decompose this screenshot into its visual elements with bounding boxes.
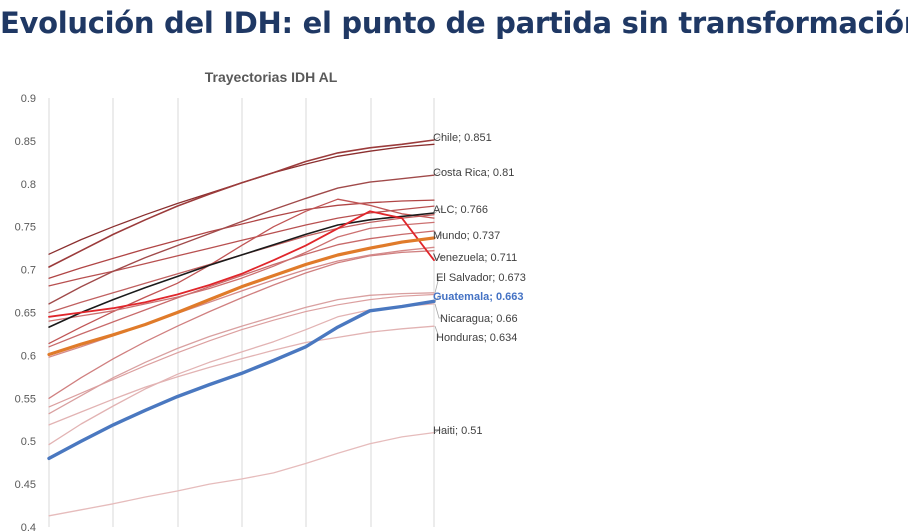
series-line-country-19 [48, 293, 435, 408]
series-label-haiti: Haiti; 0.51 [433, 425, 483, 437]
y-tick-label: 0.7 [21, 265, 36, 277]
chart-gridlines [48, 98, 435, 527]
y-tick-label: 0.9 [21, 93, 36, 105]
series-line-chile [48, 139, 435, 268]
series-label-chile: Chile; 0.851 [433, 132, 492, 144]
y-tick-label: 0.6 [21, 350, 36, 362]
slide-title: Evolución del IDH: el punto de partida s… [0, 6, 908, 40]
leader-line-alc [434, 208, 443, 214]
series-label-el-salvador: El Salvador; 0.673 [436, 272, 526, 284]
series-line-honduras [48, 325, 435, 426]
series-line-venezuela [48, 210, 435, 318]
series-line-el-salvador [48, 292, 435, 415]
series-line-guatemala [47, 299, 436, 461]
series-line-country-15 [48, 230, 435, 348]
chart-series [47, 139, 436, 517]
series-line-mundo [47, 236, 436, 357]
series-label-costa-rica: Costa Rica; 0.81 [433, 167, 514, 179]
leader-line-venezuela [434, 256, 443, 261]
leader-line-guatemala [434, 295, 443, 302]
series-label-alc: ALC; 0.766 [433, 204, 488, 216]
series-line-country-14 [48, 198, 435, 345]
leader-line-nicaragua [434, 303, 443, 319]
series-line-country-17 [48, 250, 435, 399]
series-label-nicaragua: Nicaragua; 0.66 [440, 313, 518, 325]
y-tick-label: 0.45 [15, 479, 36, 491]
y-axis: 0.4 0.45 0.5 0.55 0.6 0.65 0.7 0.75 0.8 0.85 0.9 [15, 93, 36, 531]
y-tick-label: 0.8 [21, 179, 36, 191]
leader-line-honduras [434, 326, 443, 338]
series-line-alc [48, 212, 435, 328]
series-label-venezuela: Venezuela; 0.711 [433, 252, 517, 264]
series-line-costa-rica [48, 174, 435, 305]
y-tick-label: 0.55 [15, 393, 36, 405]
leader-line-el-salvador [434, 276, 443, 293]
leader-line-chile [434, 136, 443, 141]
leader-line-costa-rica [434, 171, 443, 176]
series-line-country-11 [48, 199, 435, 279]
series-label-guatemala: Guatemala; 0.663 [433, 291, 524, 303]
series-labels: Chile; 0.851 Costa Rica; 0.81 ALC; 0.766 Mu… [433, 132, 526, 437]
y-tick-label: 0.5 [21, 436, 36, 448]
y-tick-label: 0.75 [15, 222, 36, 234]
series-label-honduras: Honduras; 0.634 [436, 332, 517, 344]
y-tick-label: 0.65 [15, 308, 36, 320]
y-tick-label: 0.4 [21, 522, 36, 531]
leader-line-mundo [434, 234, 443, 239]
leader-line-haiti [434, 429, 443, 433]
series-line-haiti [48, 431, 435, 517]
series-line-country-16 [48, 221, 435, 322]
series-label-mundo: Mundo; 0.737 [433, 230, 500, 242]
y-tick-label: 0.85 [15, 136, 36, 148]
chart-title: Trayectorias IDH AL [205, 69, 338, 85]
